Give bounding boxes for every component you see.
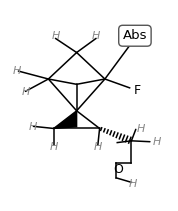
Text: H: H: [94, 142, 102, 152]
Text: H: H: [129, 179, 137, 189]
Text: H: H: [137, 124, 145, 134]
Text: H: H: [51, 31, 60, 41]
Text: H: H: [49, 142, 58, 152]
Text: H: H: [153, 137, 161, 147]
Text: H: H: [21, 87, 30, 97]
Text: H: H: [28, 122, 37, 132]
Text: F: F: [134, 84, 141, 97]
Polygon shape: [54, 111, 77, 128]
Text: Abs: Abs: [123, 29, 147, 42]
Text: O: O: [114, 164, 124, 176]
Text: H: H: [12, 66, 21, 76]
Text: H: H: [92, 31, 100, 41]
